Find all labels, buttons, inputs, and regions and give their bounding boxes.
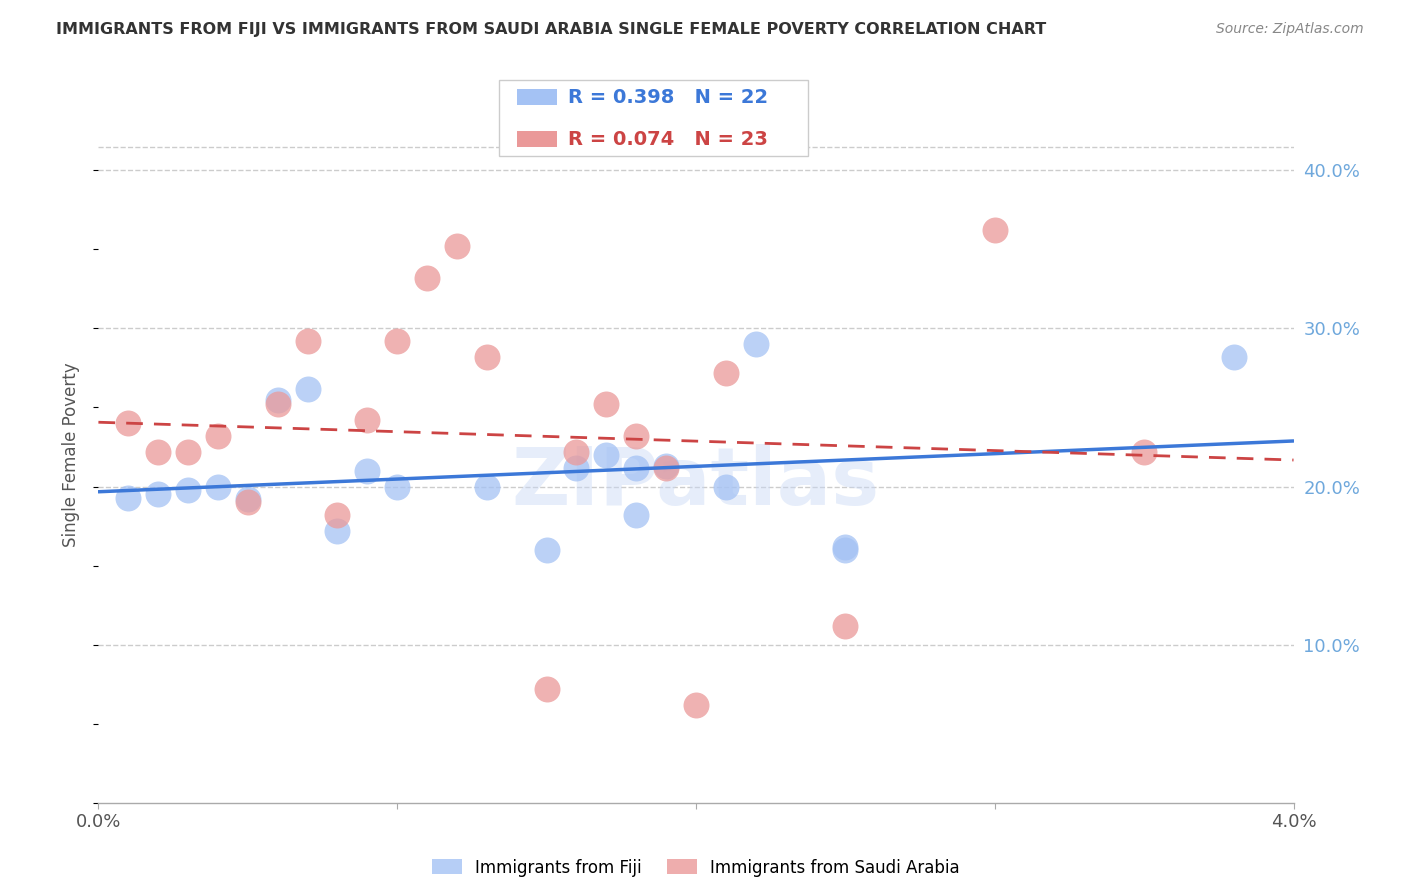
Point [685, 698, 707, 712]
Text: IMMIGRANTS FROM FIJI VS IMMIGRANTS FROM SAUDI ARABIA SINGLE FEMALE POVERTY CORRE: IMMIGRANTS FROM FIJI VS IMMIGRANTS FROM … [56, 22, 1046, 37]
Point [834, 618, 856, 632]
Point [236, 492, 259, 507]
Point [714, 366, 737, 380]
Point [475, 350, 498, 364]
Point [624, 508, 647, 522]
Point [834, 540, 856, 554]
Point [655, 458, 678, 473]
Y-axis label: Single Female Poverty: Single Female Poverty [62, 363, 80, 547]
Point [326, 524, 349, 538]
Point [117, 491, 139, 505]
Point [416, 270, 439, 285]
Point [148, 487, 170, 501]
Point [207, 479, 229, 493]
Point [385, 334, 409, 348]
Point [536, 542, 558, 557]
Point [565, 444, 588, 458]
Point [1222, 350, 1246, 364]
Point [385, 479, 409, 493]
Text: R = 0.398   N = 22: R = 0.398 N = 22 [568, 87, 768, 107]
Point [745, 337, 768, 351]
Point [624, 460, 647, 475]
Point [356, 464, 378, 478]
Point [536, 681, 558, 696]
Point [983, 223, 1005, 237]
Point [117, 417, 139, 431]
Point [148, 444, 170, 458]
Point [297, 334, 319, 348]
Text: Source: ZipAtlas.com: Source: ZipAtlas.com [1216, 22, 1364, 37]
Point [356, 413, 378, 427]
Text: ZIPatlas: ZIPatlas [512, 443, 880, 522]
Point [595, 397, 617, 411]
Point [565, 460, 588, 475]
Point [267, 397, 290, 411]
Point [1133, 444, 1156, 458]
Point [177, 483, 200, 497]
Point [446, 239, 468, 253]
Point [714, 479, 737, 493]
Point [595, 448, 617, 462]
Point [624, 429, 647, 443]
Point [207, 429, 229, 443]
Point [326, 508, 349, 522]
Point [236, 495, 259, 509]
Point [297, 382, 319, 396]
Point [475, 479, 498, 493]
Legend: Immigrants from Fiji, Immigrants from Saudi Arabia: Immigrants from Fiji, Immigrants from Sa… [423, 850, 969, 885]
Point [655, 460, 678, 475]
Point [177, 444, 200, 458]
Point [834, 542, 856, 557]
Text: R = 0.074   N = 23: R = 0.074 N = 23 [568, 129, 768, 149]
Point [267, 392, 290, 407]
